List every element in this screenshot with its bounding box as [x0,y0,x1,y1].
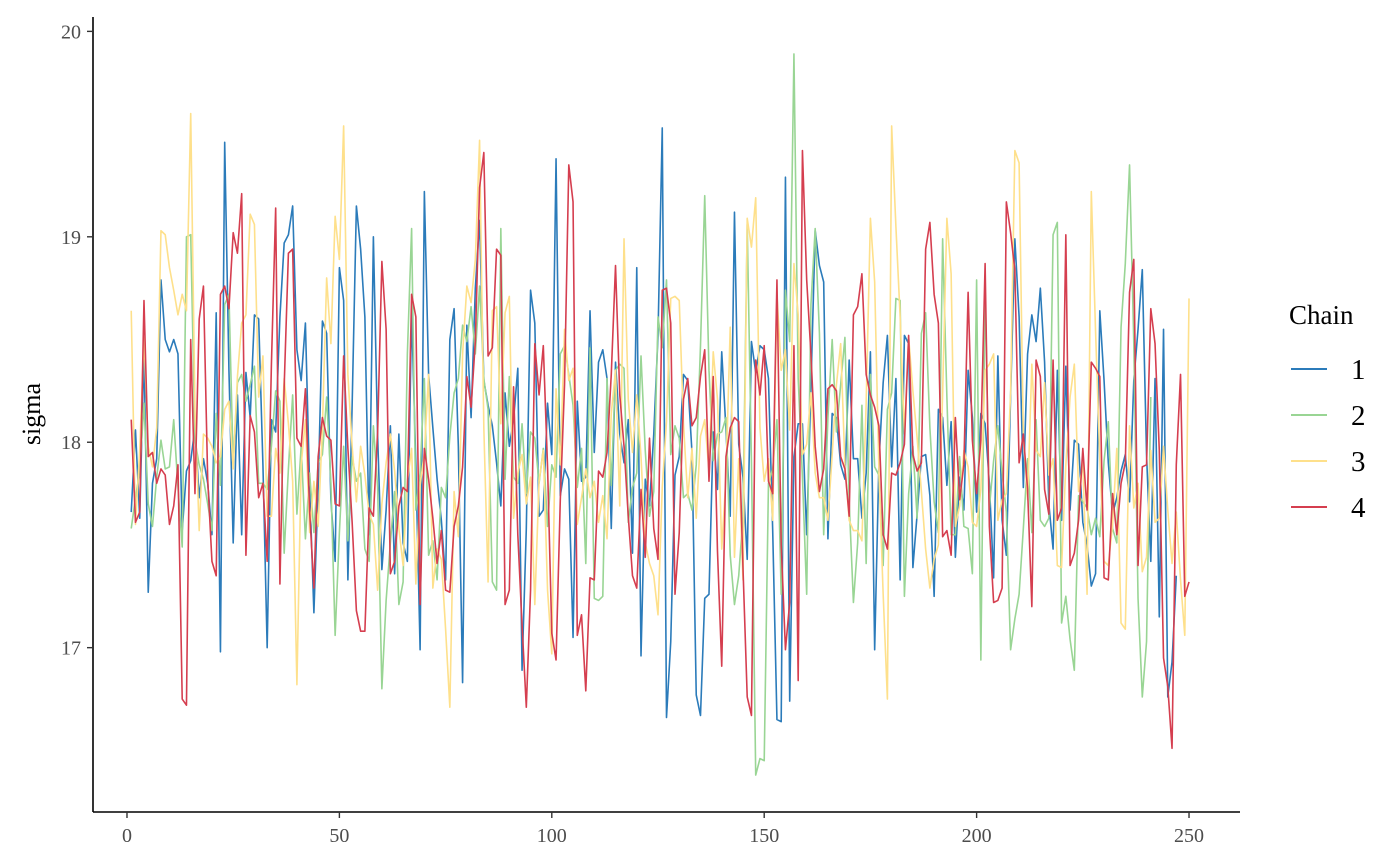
legend-label-chain-1: 1 [1351,354,1366,386]
y-axis-title: sigma [17,382,46,445]
legend-title: Chain [1289,300,1354,330]
x-tick-label: 150 [749,825,779,847]
series-layer [130,53,1190,776]
legend-label-chain-4: 4 [1351,492,1366,524]
y-tick-label: 17 [61,638,81,660]
legend-items: 1 2 3 4 [1291,354,1366,524]
legend-label-chain-3: 3 [1351,446,1366,478]
axes-layer [92,17,1240,813]
series-line-chain-4 [130,149,1190,750]
x-tick-label: 200 [962,825,992,847]
x-tick-label: 0 [122,825,132,847]
x-tick-label: 100 [537,825,567,847]
x-tick-label: 250 [1174,825,1204,847]
y-tick-label: 18 [61,432,81,454]
y-tick-label: 20 [61,21,81,43]
legend-label-chain-2: 2 [1351,400,1366,432]
ticks-layer: 0 50 100 150 200 250 17 18 19 20 [61,21,1204,847]
y-tick-label: 19 [61,227,81,249]
legend: Chain 1 2 3 4 [1289,300,1366,524]
series-line-chain-3 [130,112,1190,709]
x-tick-label: 50 [329,825,349,847]
